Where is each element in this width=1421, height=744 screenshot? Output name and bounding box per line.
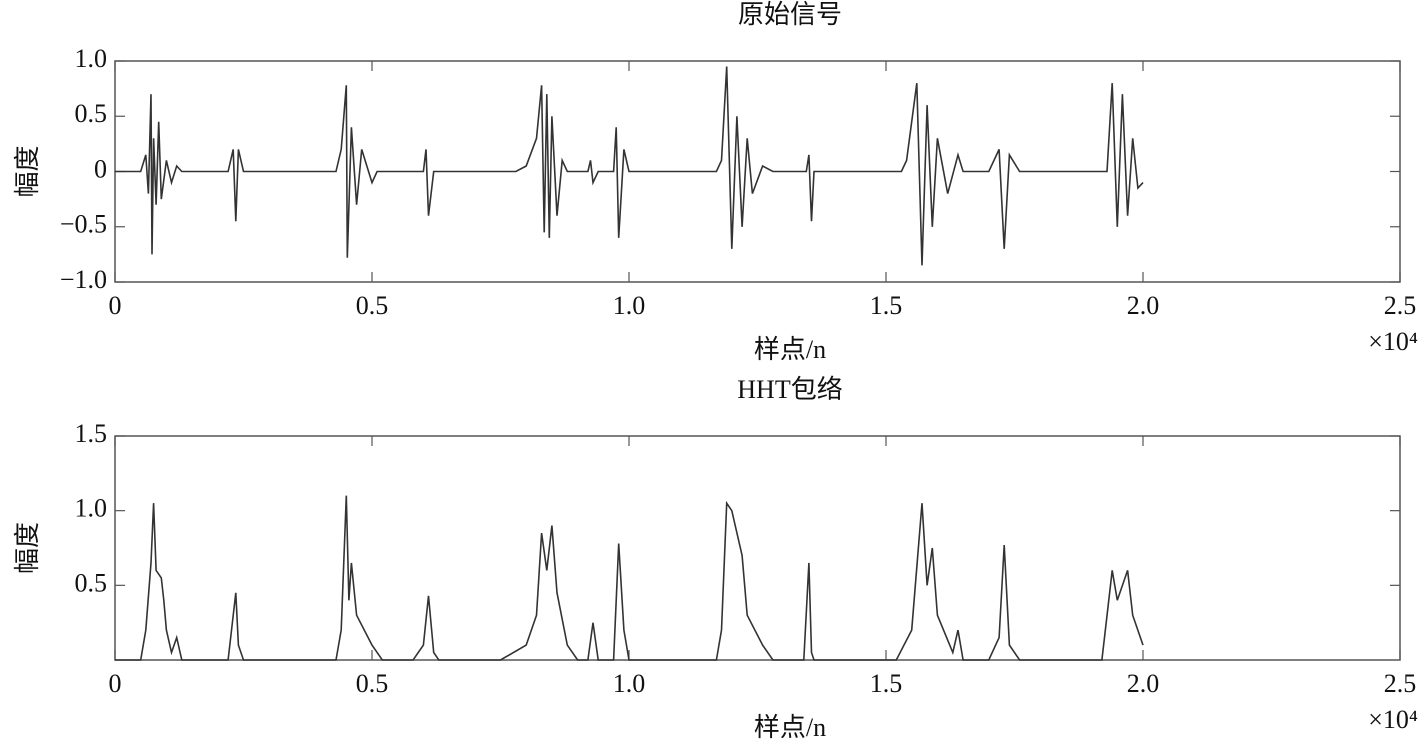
plot-frame bbox=[114, 435, 1401, 661]
x-tick-label: 1.5 bbox=[870, 291, 903, 320]
x-multiplier: ×10⁴ bbox=[1368, 705, 1418, 734]
x-tick-label: 2.0 bbox=[1127, 669, 1160, 698]
y-tick-label: −0.5 bbox=[60, 210, 107, 239]
x-tick-label: 2.0 bbox=[1127, 291, 1160, 320]
x-tick-label: 0 bbox=[109, 291, 122, 320]
chart-title: HHT包络 bbox=[737, 375, 842, 404]
y-axis-label: 幅度 bbox=[13, 145, 42, 197]
y-tick-label: 1.0 bbox=[75, 494, 108, 523]
y-tick-label: 0.5 bbox=[75, 568, 108, 597]
y-axis-label: 幅度 bbox=[13, 522, 42, 574]
x-tick-label: 1.0 bbox=[613, 669, 646, 698]
chart-title: 原始信号 bbox=[738, 0, 842, 29]
x-tick-label: 1.5 bbox=[870, 669, 903, 698]
x-tick-label: 0.5 bbox=[356, 291, 389, 320]
x-tick-label: 0.5 bbox=[356, 669, 389, 698]
x-tick-label: 2.5 bbox=[1384, 291, 1417, 320]
y-tick-label: 1.0 bbox=[75, 44, 108, 73]
x-axis-label: 样点/n bbox=[754, 335, 826, 364]
signal-line bbox=[115, 66, 1144, 266]
y-tick-label: 0 bbox=[94, 154, 107, 183]
x-tick-label: 1.0 bbox=[613, 291, 646, 320]
x-multiplier: ×10⁴ bbox=[1368, 327, 1418, 356]
signal-line bbox=[115, 495, 1144, 661]
y-tick-label: 1.5 bbox=[75, 419, 108, 448]
x-tick-label: 0 bbox=[109, 669, 122, 698]
x-axis-label: 样点/n bbox=[754, 713, 826, 739]
y-tick-label: −1.0 bbox=[60, 265, 107, 294]
x-tick-label: 2.5 bbox=[1384, 669, 1417, 698]
y-tick-label: 0.5 bbox=[75, 99, 108, 128]
